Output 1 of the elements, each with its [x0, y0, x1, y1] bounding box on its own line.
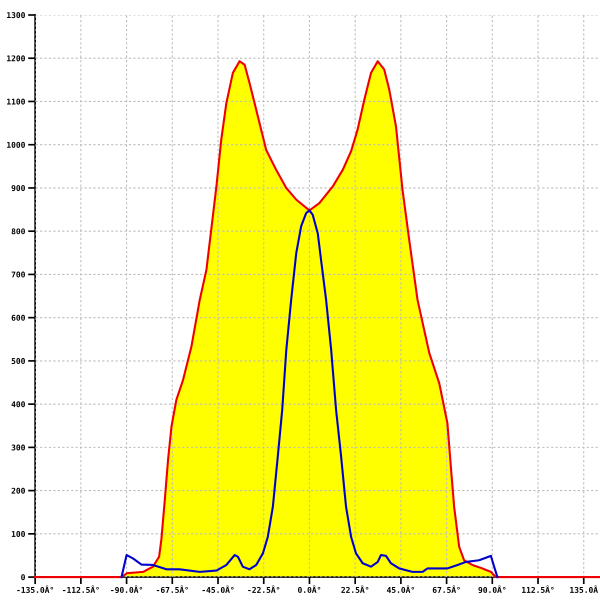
line-series [120, 209, 498, 578]
